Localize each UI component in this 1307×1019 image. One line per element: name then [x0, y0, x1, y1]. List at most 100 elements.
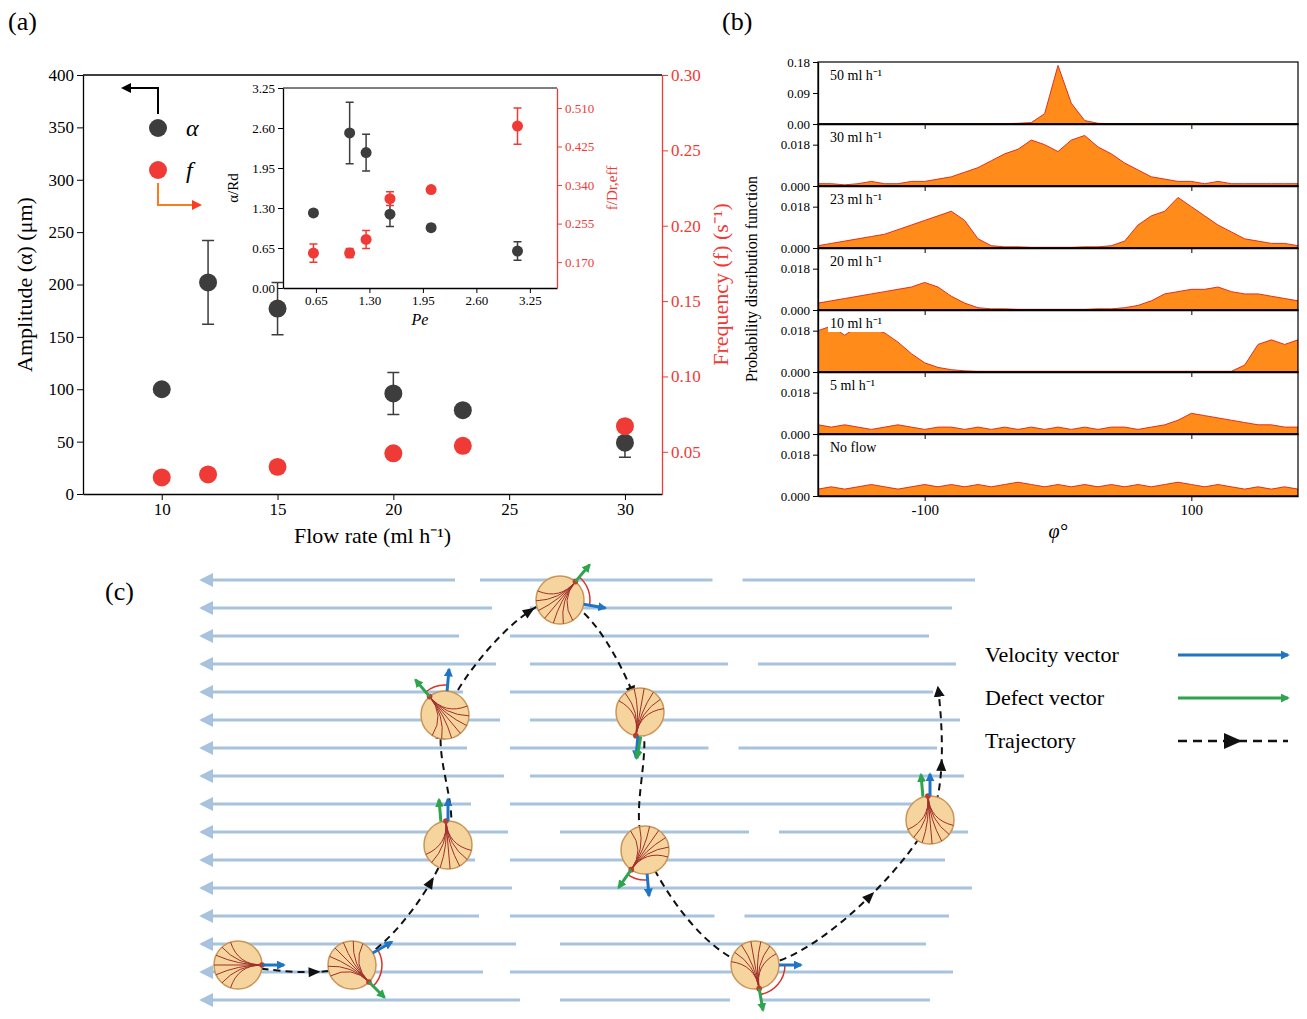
- axis-title: Probability distribution function: [743, 176, 761, 382]
- flow-line: [510, 747, 709, 750]
- velocity-vector: [262, 964, 284, 967]
- tick-label: 0.09: [787, 86, 810, 101]
- series: [153, 417, 634, 486]
- trajectory-arrow: [423, 874, 438, 889]
- trajectory-arrow: [308, 967, 320, 977]
- axis-line: [818, 63, 819, 125]
- tick: 0.000: [781, 179, 818, 194]
- disk: [214, 941, 284, 989]
- director-line: [330, 956, 369, 982]
- tick: 0.340: [557, 178, 594, 193]
- velocity-vector: [929, 774, 932, 796]
- tick-mark: [813, 62, 818, 63]
- tick: 0.510: [557, 101, 594, 116]
- frame-top: [83, 74, 662, 75]
- tick: 0.000: [781, 303, 818, 318]
- distribution-area: [818, 135, 1298, 186]
- director-line: [538, 582, 576, 594]
- tick-mark: [77, 232, 83, 233]
- director-line: [625, 693, 637, 736]
- flow-line: [560, 999, 730, 1002]
- inset-background: [283, 88, 557, 288]
- flow-line: [510, 859, 945, 862]
- tick-label: 0.18: [787, 55, 810, 70]
- flow-line: [202, 915, 479, 918]
- director-line: [231, 942, 262, 965]
- plot-area: [818, 135, 1298, 186]
- tick: 300: [49, 171, 84, 190]
- legend-symbol: [1178, 697, 1288, 700]
- point: [308, 207, 319, 218]
- tick-mark: [813, 93, 818, 94]
- tick-label: 20: [385, 500, 402, 519]
- tick: 150: [49, 328, 84, 347]
- tick-label: 0.000: [781, 427, 810, 442]
- axis-line: [818, 373, 819, 435]
- legend: αf: [123, 88, 200, 205]
- director-line: [536, 582, 575, 601]
- tick: [1191, 124, 1192, 129]
- point: [454, 437, 472, 455]
- frame: [818, 310, 1298, 372]
- tick-label: 0.65: [252, 241, 275, 256]
- tick-mark: [662, 150, 668, 151]
- director-line: [636, 699, 661, 735]
- disk: [424, 799, 472, 869]
- tick-mark: [557, 147, 562, 148]
- legend-label: α: [186, 115, 199, 141]
- angle-arc: [373, 950, 382, 986]
- x-axis: [819, 186, 1299, 191]
- tick: 0.10: [662, 367, 701, 386]
- tick: 350: [49, 118, 84, 137]
- flow-line: [745, 915, 950, 918]
- velocity-vector: [373, 942, 392, 953]
- distribution-area: [818, 197, 1298, 248]
- distribution-area: [818, 482, 1298, 496]
- director-line: [430, 697, 443, 739]
- label-background: [828, 439, 879, 456]
- tick: 0.65: [252, 241, 283, 256]
- x-axis: [819, 310, 1299, 315]
- point: [153, 380, 171, 398]
- tick: 0.000: [781, 241, 818, 256]
- axis-line: [818, 187, 819, 249]
- disk-body: [424, 821, 472, 869]
- axis-line: [819, 496, 1299, 497]
- axis-pointer: [123, 88, 158, 114]
- distribution-area: [818, 326, 1298, 372]
- tick-label: 100: [49, 380, 75, 399]
- disk: [906, 774, 954, 844]
- point: [454, 401, 472, 419]
- tick-label: 0.000: [781, 365, 810, 380]
- tick-label: 0.25: [671, 141, 701, 160]
- tick-mark: [925, 310, 926, 315]
- tick-mark: [813, 393, 818, 394]
- panel-b: (b)0.000.090.1850 ml h⁻¹0.0000.01830 ml …: [722, 7, 1299, 543]
- point: [361, 234, 372, 245]
- tick: 30: [617, 494, 634, 519]
- point: [361, 147, 372, 158]
- angle-arc: [426, 685, 448, 692]
- tick-mark: [1191, 434, 1192, 439]
- tick-mark: [662, 452, 668, 453]
- tick-label: 0.018: [781, 137, 810, 152]
- disk-body: [214, 941, 262, 989]
- tick-mark: [813, 455, 818, 456]
- y-axis: 0.000.090.18: [787, 55, 818, 132]
- flow-line: [760, 999, 930, 1002]
- tick-label: 0.018: [781, 385, 810, 400]
- velocity-vector: [647, 874, 649, 896]
- tick-mark: [278, 88, 283, 89]
- director-line: [758, 946, 770, 989]
- y-axis: 0.0000.018: [781, 249, 819, 318]
- flow-line: [202, 635, 459, 638]
- label-background: [828, 67, 884, 84]
- point: [199, 273, 217, 291]
- x-axis: -100100: [819, 496, 1299, 518]
- axis-line: [818, 435, 819, 497]
- tick-label: 100: [1181, 502, 1204, 518]
- point: [616, 434, 634, 452]
- director-line: [432, 821, 447, 862]
- label-background: [828, 315, 884, 332]
- tick-label: 2.60: [252, 121, 275, 136]
